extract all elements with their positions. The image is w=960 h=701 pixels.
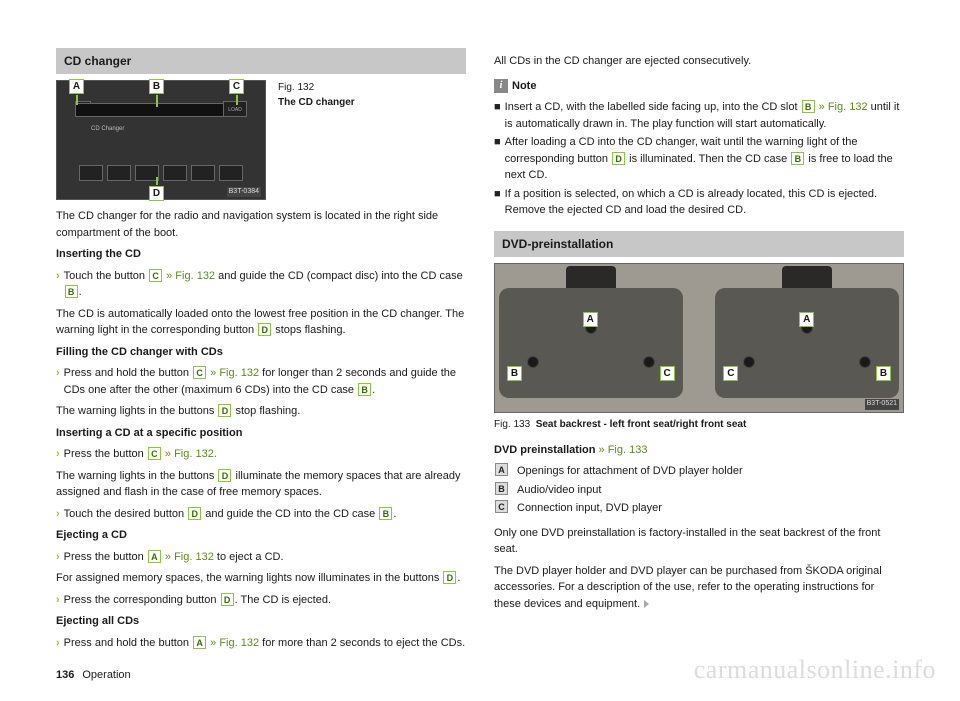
bullet-insert: › Touch the button C » Fig. 132 and guid… [56,268,466,301]
figure-132-block: LOAD CD Changer A B C D B3T-0384 Fig. 13… [56,80,466,200]
chevron-icon: › [56,549,60,566]
callout-b1: B [507,366,522,381]
legend-a: A Openings for attachment of DVD player … [494,463,904,480]
square-bullet-icon: ■ [494,186,501,219]
right-column: All CDs in the CD changer are ejected co… [494,48,904,653]
chevron-icon: › [56,446,60,463]
page-footer: 136 Operation [56,667,131,684]
figure-133-image: A B C A C B B3T-0521 [494,263,904,413]
heading-inserting-cd: Inserting the CD [56,246,466,263]
bullet-eject1: › Press the button A » Fig. 132 to eject… [56,549,466,566]
heading-ejecting: Ejecting a CD [56,527,466,544]
callout-c1: C [660,366,675,381]
note-item-2: ■ After loading a CD into the CD changer… [494,134,904,184]
chapter-name: Operation [82,669,130,681]
para-dvd-accessories: The DVD player holder and DVD player can… [494,563,904,613]
chevron-icon: › [56,635,60,652]
callout-d: D [149,186,164,201]
square-bullet-icon: ■ [494,134,501,184]
callout-a1: A [583,312,598,327]
info-icon: i [494,79,508,93]
chevron-icon: › [56,592,60,609]
callout-a2: A [799,312,814,327]
figure-133-caption: Fig. 133 Seat backrest - left front seat… [494,417,904,432]
para-all-cds: All CDs in the CD changer are ejected co… [494,53,904,70]
figure-132-code: B3T-0384 [227,187,261,198]
heading-specific-pos: Inserting a CD at a specific position [56,425,466,442]
watermark-text: carmanualsonline.info [694,650,936,689]
callout-c: C [229,79,244,94]
page-columns: CD changer LOAD CD Changer A B C D B3T-0… [56,48,904,653]
heading-eject-all: Ejecting all CDs [56,613,466,630]
note-item-1: ■ Insert a CD, with the labelled side fa… [494,99,904,132]
bullet-fill: › Press and hold the button C » Fig. 132… [56,365,466,398]
continue-arrow-icon [644,600,649,608]
section-title-cd-changer: CD changer [56,48,466,74]
bullet-spec1: › Press the button C » Fig. 132. [56,446,466,463]
para-warn-stop: The warning lights in the buttons D stop… [56,403,466,420]
bullet-eject2: › Press the corresponding button D. The … [56,592,466,609]
note-item-3: ■ If a position is selected, on which a … [494,186,904,219]
square-bullet-icon: ■ [494,99,501,132]
chevron-icon: › [56,268,60,301]
note-heading: iNote [494,78,904,95]
figure-132-caption: Fig. 132 The CD changer [278,80,355,200]
para-auto-load: The CD is automatically loaded onto the … [56,306,466,339]
legend-b: B Audio/video input [494,482,904,499]
dvd-pre-heading: DVD preinstallation » Fig. 133 [494,442,904,459]
chevron-icon: › [56,506,60,523]
bullet-ejectall: › Press and hold the button A » Fig. 132… [56,635,466,652]
para-one-dvd: Only one DVD preinstallation is factory-… [494,525,904,558]
callout-a: A [69,79,84,94]
chevron-icon: › [56,365,60,398]
para-assigned: For assigned memory spaces, the warning … [56,570,466,587]
figure-133-code: B3T-0521 [865,399,899,410]
para-warn-illum: The warning lights in the buttons D illu… [56,468,466,501]
heading-filling: Filling the CD changer with CDs [56,344,466,361]
bullet-spec2: › Touch the desired button D and guide t… [56,506,466,523]
section-title-dvd: DVD-preinstallation [494,231,904,257]
para-intro: The CD changer for the radio and navigat… [56,208,466,241]
legend-c: C Connection input, DVD player [494,500,904,517]
callout-b: B [149,79,164,94]
left-column: CD changer LOAD CD Changer A B C D B3T-0… [56,48,466,653]
page-number: 136 [56,669,74,681]
callout-c2: C [723,366,738,381]
callout-b2: B [876,366,891,381]
figure-132-image: LOAD CD Changer A B C D B3T-0384 [56,80,266,200]
